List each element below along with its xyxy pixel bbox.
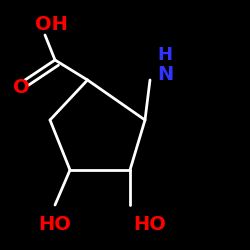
Text: N: N [158, 66, 174, 84]
Text: HO: HO [134, 216, 166, 234]
Text: OH: OH [35, 16, 68, 34]
Text: H: H [158, 46, 172, 64]
Text: HO: HO [38, 216, 72, 234]
Text: O: O [12, 78, 29, 97]
